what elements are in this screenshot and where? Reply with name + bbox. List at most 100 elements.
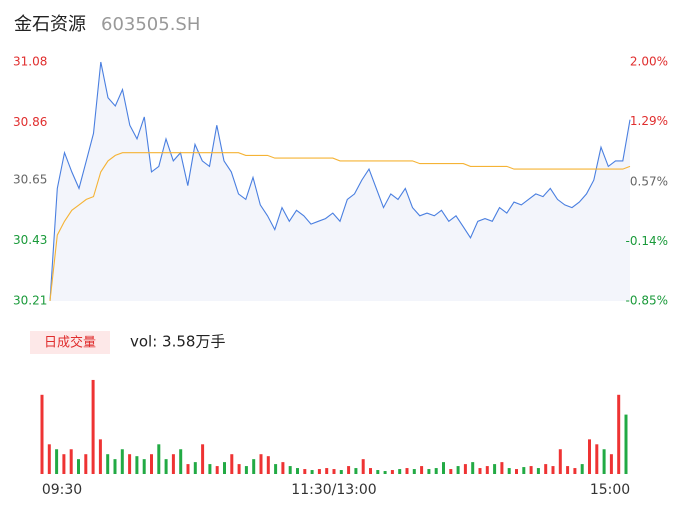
volume-bar: [296, 468, 299, 474]
volume-bar: [84, 454, 88, 474]
volume-bar: [157, 444, 161, 474]
y2-tick-label: 0.57%: [630, 174, 668, 188]
volume-bar: [602, 449, 606, 474]
volume-bar: [208, 464, 212, 474]
volume-bar: [281, 462, 285, 474]
volume-bar: [47, 444, 51, 474]
price-line: [49, 61, 631, 302]
volume-bar: [376, 470, 380, 474]
volume-title: 日成交量: [44, 335, 96, 351]
volume-bar: [288, 466, 292, 474]
volume-bar: [361, 459, 365, 474]
volume-bar: [106, 454, 110, 474]
volume-bar: [609, 454, 613, 474]
y-tick-label: 31.08: [13, 55, 47, 69]
volume-bar: [171, 454, 175, 474]
volume-bar: [624, 414, 628, 474]
volume-bar: [186, 464, 190, 474]
volume-bar: [135, 456, 139, 474]
average-line: [49, 152, 631, 302]
volume-bar: [449, 469, 453, 474]
volume-bar: [405, 468, 409, 474]
volume-bar: [332, 469, 336, 474]
volume-bar: [383, 471, 387, 474]
volume-bar: [588, 439, 591, 474]
volume-bar: [617, 394, 621, 474]
y-tick-label: 30.86: [13, 115, 47, 129]
volume-bar: [390, 470, 394, 474]
volume-bar: [91, 379, 95, 474]
price-area: [50, 62, 630, 301]
x-tick-label: 09:30: [42, 482, 82, 498]
volume-bar: [507, 468, 511, 474]
y2-tick-label: -0.14%: [626, 234, 668, 248]
volume-bar: [179, 449, 183, 474]
volume-bar: [369, 468, 372, 474]
volume-bar: [551, 466, 555, 474]
x-tick-label: 15:00: [590, 482, 630, 498]
volume-bar: [412, 469, 416, 474]
volume-total: vol: 3.58万手: [130, 333, 225, 351]
volume-bar: [310, 470, 314, 474]
volume-bar: [142, 459, 146, 474]
y-tick-label: 30.21: [13, 294, 47, 308]
volume-bar: [274, 464, 278, 474]
volume-bar: [485, 466, 489, 474]
volume-bar: [580, 464, 584, 474]
y-tick-label: 30.65: [13, 173, 47, 187]
volume-bar: [69, 449, 73, 474]
volume-bar: [339, 470, 343, 474]
volume-label-box: [30, 331, 110, 354]
volume-bar: [522, 467, 526, 474]
volume-bar: [303, 469, 307, 474]
volume-bar: [150, 454, 153, 474]
volume-bar: [478, 468, 482, 474]
stock-code: 603505.SH: [101, 14, 200, 35]
volume-bar: [120, 449, 124, 474]
volume-bar: [529, 466, 533, 474]
x-tick-label: 11:30/13:00: [291, 482, 376, 498]
volume-bar: [325, 468, 329, 474]
volume-bar: [40, 394, 44, 474]
y2-tick-label: 1.29%: [630, 114, 668, 128]
volume-bar: [266, 456, 270, 474]
volume-bar: [434, 468, 438, 474]
volume-bar: [201, 444, 205, 474]
volume-bar: [77, 459, 80, 474]
volume-bar: [55, 449, 59, 474]
volume-bar: [544, 464, 548, 474]
volume-bar: [442, 462, 445, 474]
volume-bar: [420, 466, 424, 474]
volume-bar: [566, 466, 570, 474]
volume-bar: [595, 444, 599, 474]
volume-bar: [463, 464, 467, 474]
volume-bar: [536, 468, 540, 474]
volume-bar: [558, 449, 562, 474]
volume-bar: [113, 459, 117, 474]
volume-bar: [259, 454, 263, 474]
volume-bar: [573, 468, 577, 474]
volume-bar: [193, 462, 197, 474]
y-tick-label: 30.43: [13, 233, 47, 247]
volume-bar: [237, 464, 241, 474]
volume-bar: [223, 462, 226, 474]
volume-bar: [252, 459, 256, 474]
volume-bar: [398, 469, 402, 474]
volume-bar: [456, 466, 460, 474]
volume-bar: [98, 439, 102, 474]
volume-bar: [128, 454, 132, 474]
volume-bar: [347, 466, 351, 474]
y2-tick-label: -0.85%: [626, 294, 668, 308]
volume-bar: [515, 469, 518, 474]
volume-bar: [230, 454, 234, 474]
volume-bar: [215, 466, 219, 474]
volume-bar: [62, 454, 66, 474]
volume-bar: [164, 459, 168, 474]
volume-bar: [427, 469, 431, 474]
volume-bar: [244, 466, 248, 474]
volume-bar: [317, 469, 321, 474]
stock-name: 金石资源: [14, 14, 86, 35]
volume-bar: [493, 464, 497, 474]
